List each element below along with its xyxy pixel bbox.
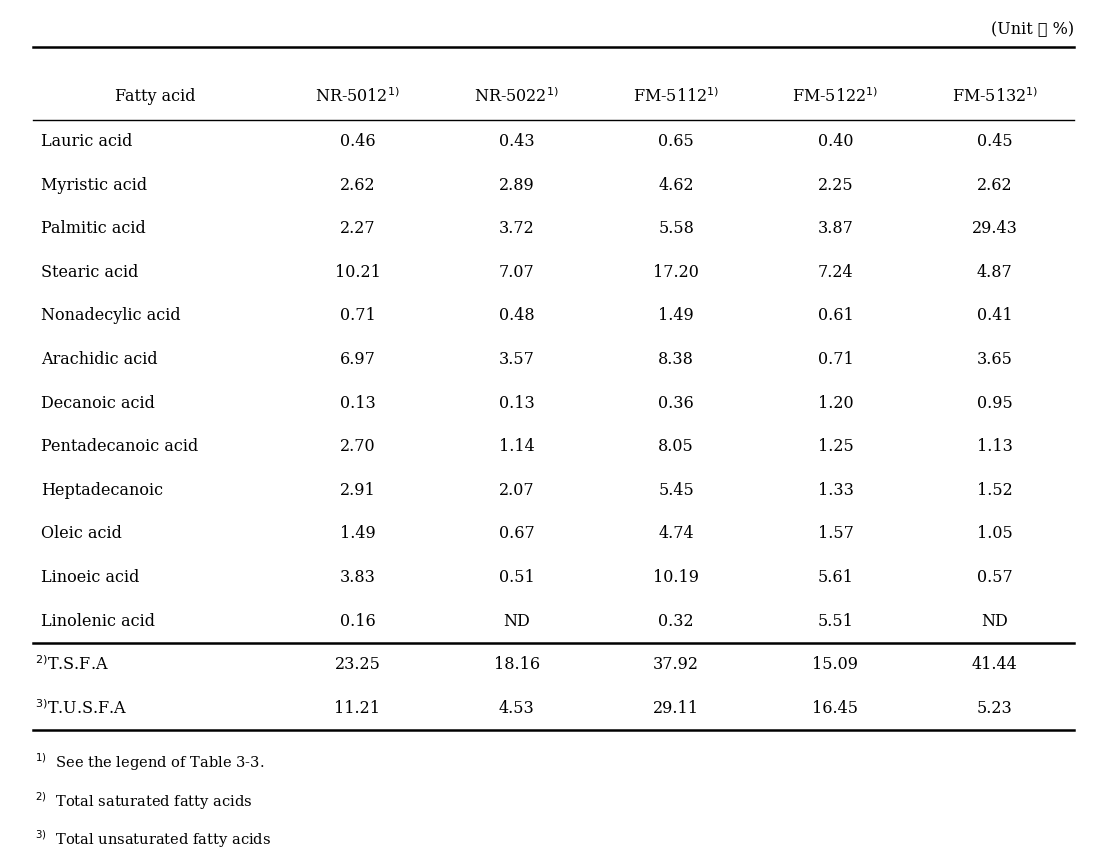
Text: 41.44: 41.44 (972, 657, 1017, 673)
Text: Myristic acid: Myristic acid (42, 177, 148, 193)
Text: 5.58: 5.58 (658, 221, 694, 237)
Text: 2.91: 2.91 (339, 482, 376, 498)
Text: 0.57: 0.57 (976, 569, 1013, 586)
Text: 0.46: 0.46 (339, 133, 376, 150)
Text: 0.41: 0.41 (977, 308, 1013, 324)
Text: 5.51: 5.51 (818, 613, 853, 629)
Text: Fatty acid: Fatty acid (116, 88, 196, 104)
Text: 0.32: 0.32 (658, 613, 694, 629)
Text: Heptadecanoic: Heptadecanoic (42, 482, 163, 498)
Text: 2.25: 2.25 (818, 177, 853, 193)
Text: 3.83: 3.83 (339, 569, 376, 586)
Text: $^{1)}$  See the legend of Table 3-3.: $^{1)}$ See the legend of Table 3-3. (35, 752, 264, 773)
Text: 2.89: 2.89 (499, 177, 534, 193)
Text: 23.25: 23.25 (335, 657, 380, 673)
Text: (Unit ： %): (Unit ： %) (992, 21, 1074, 38)
Text: Stearic acid: Stearic acid (42, 264, 139, 280)
Text: 1.49: 1.49 (339, 526, 376, 542)
Text: 0.65: 0.65 (658, 133, 694, 150)
Text: 7.24: 7.24 (818, 264, 853, 280)
Text: 0.43: 0.43 (499, 133, 534, 150)
Text: Lauric acid: Lauric acid (42, 133, 132, 150)
Text: 0.67: 0.67 (499, 526, 534, 542)
Text: 18.16: 18.16 (494, 657, 540, 673)
Text: Nonadecylic acid: Nonadecylic acid (42, 308, 181, 324)
Text: 10.21: 10.21 (335, 264, 380, 280)
Text: 0.71: 0.71 (339, 308, 376, 324)
Text: 3.65: 3.65 (976, 351, 1013, 368)
Text: 5.45: 5.45 (658, 482, 694, 498)
Text: FM-5132$^{1)}$: FM-5132$^{1)}$ (952, 87, 1038, 105)
Text: 0.45: 0.45 (977, 133, 1013, 150)
Text: NR-5012$^{1)}$: NR-5012$^{1)}$ (315, 87, 400, 105)
Text: 1.52: 1.52 (976, 482, 1013, 498)
Text: ND: ND (504, 613, 530, 629)
Text: 10.19: 10.19 (653, 569, 699, 586)
Text: $^{3)}$T.U.S.F.A: $^{3)}$T.U.S.F.A (35, 699, 128, 717)
Text: 0.16: 0.16 (339, 613, 376, 629)
Text: 0.51: 0.51 (499, 569, 534, 586)
Text: 0.71: 0.71 (818, 351, 853, 368)
Text: ND: ND (982, 613, 1008, 629)
Text: 1.05: 1.05 (976, 526, 1013, 542)
Text: 0.61: 0.61 (818, 308, 853, 324)
Text: 0.13: 0.13 (339, 395, 376, 411)
Text: NR-5022$^{1)}$: NR-5022$^{1)}$ (474, 87, 559, 105)
Text: 1.49: 1.49 (658, 308, 694, 324)
Text: 4.53: 4.53 (499, 700, 534, 716)
Text: Decanoic acid: Decanoic acid (42, 395, 155, 411)
Text: 2.62: 2.62 (339, 177, 376, 193)
Text: Linoeic acid: Linoeic acid (42, 569, 140, 586)
Text: 2.70: 2.70 (339, 439, 376, 455)
Text: 1.25: 1.25 (818, 439, 853, 455)
Text: 37.92: 37.92 (653, 657, 699, 673)
Text: 1.33: 1.33 (818, 482, 853, 498)
Text: 0.13: 0.13 (499, 395, 534, 411)
Text: 0.48: 0.48 (499, 308, 534, 324)
Text: 1.57: 1.57 (818, 526, 853, 542)
Text: 29.43: 29.43 (972, 221, 1018, 237)
Text: 4.74: 4.74 (658, 526, 694, 542)
Text: FM-5112$^{1)}$: FM-5112$^{1)}$ (633, 87, 720, 105)
Text: 2.27: 2.27 (339, 221, 376, 237)
Text: FM-5122$^{1)}$: FM-5122$^{1)}$ (792, 87, 878, 105)
Text: 2.07: 2.07 (499, 482, 534, 498)
Text: 5.61: 5.61 (818, 569, 853, 586)
Text: 4.62: 4.62 (658, 177, 694, 193)
Text: 3.57: 3.57 (499, 351, 534, 368)
Text: 8.38: 8.38 (658, 351, 694, 368)
Text: 0.40: 0.40 (818, 133, 853, 150)
Text: 6.97: 6.97 (339, 351, 376, 368)
Text: $^{3)}$  Total unsaturated fatty acids: $^{3)}$ Total unsaturated fatty acids (35, 828, 271, 850)
Text: 4.87: 4.87 (976, 264, 1013, 280)
Text: $^{2)}$  Total saturated fatty acids: $^{2)}$ Total saturated fatty acids (35, 790, 252, 811)
Text: 0.95: 0.95 (976, 395, 1013, 411)
Text: 16.45: 16.45 (812, 700, 858, 716)
Text: 2.62: 2.62 (977, 177, 1013, 193)
Text: Arachidic acid: Arachidic acid (42, 351, 158, 368)
Text: 15.09: 15.09 (812, 657, 858, 673)
Text: 11.21: 11.21 (334, 700, 380, 716)
Text: 1.20: 1.20 (818, 395, 853, 411)
Text: Palmitic acid: Palmitic acid (42, 221, 147, 237)
Text: 0.36: 0.36 (658, 395, 694, 411)
Text: 5.23: 5.23 (976, 700, 1013, 716)
Text: Pentadecanoic acid: Pentadecanoic acid (42, 439, 198, 455)
Text: Oleic acid: Oleic acid (42, 526, 122, 542)
Text: 7.07: 7.07 (499, 264, 534, 280)
Text: 1.14: 1.14 (499, 439, 534, 455)
Text: $^{2)}$T.S.F.A: $^{2)}$T.S.F.A (35, 656, 109, 674)
Text: 3.72: 3.72 (499, 221, 534, 237)
Text: 3.87: 3.87 (818, 221, 853, 237)
Text: 1.13: 1.13 (976, 439, 1013, 455)
Text: 29.11: 29.11 (653, 700, 699, 716)
Text: 8.05: 8.05 (658, 439, 694, 455)
Text: Linolenic acid: Linolenic acid (42, 613, 155, 629)
Text: 17.20: 17.20 (653, 264, 699, 280)
